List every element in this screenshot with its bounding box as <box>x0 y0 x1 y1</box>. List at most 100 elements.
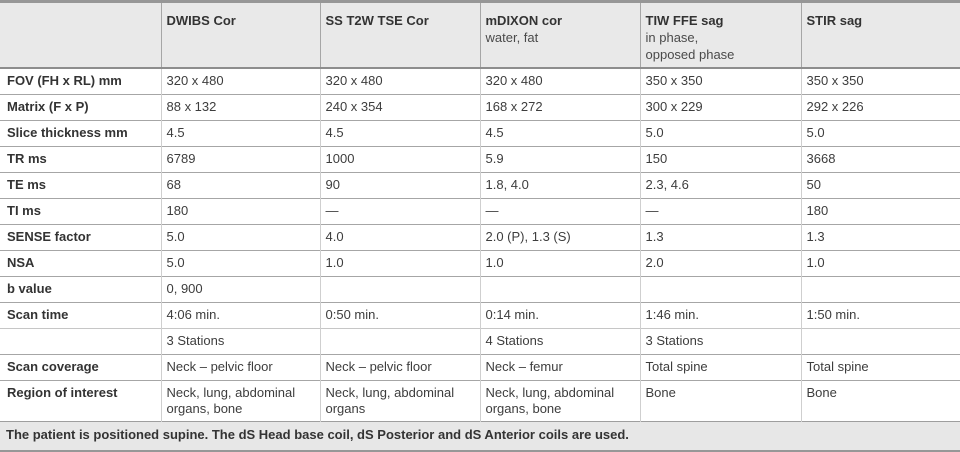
column-title: mDIXON cor <box>485 13 563 28</box>
column-subtitle: in phase, opposed phase <box>645 30 735 62</box>
cell: Neck – femur <box>479 353 640 380</box>
cell: 350 x 350 <box>639 68 801 94</box>
cell: — <box>639 197 801 224</box>
cell: Total spine <box>800 353 960 380</box>
table-row: b value 0, 900 <box>0 275 960 302</box>
cell: — <box>479 197 640 224</box>
cell: 0:50 min. <box>319 301 480 328</box>
row-label <box>0 327 161 354</box>
cell: 68 <box>160 171 320 198</box>
table-header: DWIBS Cor SS T2W TSE Cor mDIXON cor water, … <box>0 0 960 69</box>
cell: 350 x 350 <box>800 68 960 94</box>
cell: Bone <box>639 379 801 421</box>
cell: 3668 <box>800 145 960 172</box>
cell: 3 Stations <box>160 327 320 354</box>
table-row: 3 Stations 4 Stations 3 Stations <box>0 327 960 354</box>
cell: 180 <box>160 197 320 224</box>
cell <box>800 275 960 302</box>
cell: 1.8, 4.0 <box>479 171 640 198</box>
cell: 90 <box>319 171 480 198</box>
row-label: Scan time <box>0 301 161 328</box>
cell: 50 <box>800 171 960 198</box>
table-row: FOV (FH x RL) mm 320 x 480 320 x 480 320 x … <box>0 68 960 94</box>
cell: 4.5 <box>319 119 480 146</box>
cell: 1:50 min. <box>800 301 960 328</box>
cell: 1000 <box>319 145 480 172</box>
table-row: Slice thickness mm 4.5 4.5 4.5 5.0 5.0 <box>0 119 960 146</box>
table-row: NSA 5.0 1.0 1.0 2.0 1.0 <box>0 249 960 276</box>
column-header: mDIXON cor water, fat <box>479 0 640 69</box>
cell: 1.3 <box>800 223 960 250</box>
cell: 2.0 <box>639 249 801 276</box>
cell: 2.3, 4.6 <box>639 171 801 198</box>
cell: 5.0 <box>160 223 320 250</box>
cell: 0, 900 <box>160 275 320 302</box>
footnote-row: The patient is positioned supine. The dS… <box>0 420 960 452</box>
cell: 6789 <box>160 145 320 172</box>
header-row: DWIBS Cor SS T2W TSE Cor mDIXON cor water, … <box>0 0 960 69</box>
row-label: Matrix (F x P) <box>0 93 161 120</box>
column-title: DWIBS Cor <box>166 13 236 28</box>
cell: 320 x 480 <box>160 68 320 94</box>
table-row: SENSE factor 5.0 4.0 2.0 (P), 1.3 (S) 1.3 1.3 <box>0 223 960 250</box>
row-label: Region of interest <box>0 379 161 421</box>
cell: Neck, lung, abdominal organs <box>319 379 480 421</box>
column-title: SS T2W TSE Cor <box>325 13 429 28</box>
cell <box>479 275 640 302</box>
table-row: Region of interest Neck, lung, abdominal … <box>0 379 960 421</box>
cell: 1.0 <box>319 249 480 276</box>
table-footer: The patient is positioned supine. The dS… <box>0 420 960 452</box>
cell: 5.0 <box>639 119 801 146</box>
cell: 300 x 229 <box>639 93 801 120</box>
cell: 1.0 <box>479 249 640 276</box>
cell: 88 x 132 <box>160 93 320 120</box>
column-header: DWIBS Cor <box>160 0 320 69</box>
table-row: TR ms 6789 1000 5.9 150 3668 <box>0 145 960 172</box>
row-label: TI ms <box>0 197 161 224</box>
cell: 320 x 480 <box>319 68 480 94</box>
column-header: STIR sag <box>800 0 960 69</box>
cell: 1.0 <box>800 249 960 276</box>
row-label: FOV (FH x RL) mm <box>7 73 122 88</box>
cell: 4 Stations <box>479 327 640 354</box>
cell: 292 x 226 <box>800 93 960 120</box>
row-label: TE ms <box>0 171 161 198</box>
cell: 4.0 <box>319 223 480 250</box>
cell: 5.0 <box>160 249 320 276</box>
column-title: STIR sag <box>806 13 863 28</box>
cell: 5.0 <box>800 119 960 146</box>
cell: 150 <box>639 145 801 172</box>
cell: Neck – pelvic floor <box>160 353 320 380</box>
table-row: Matrix (F x P) 88 x 132 240 x 354 168 x 272… <box>0 93 960 120</box>
row-label: NSA <box>0 249 161 276</box>
cell <box>639 275 801 302</box>
row-label: Scan coverage <box>0 353 161 380</box>
cell: 4.5 <box>160 119 320 146</box>
cell <box>319 327 480 354</box>
table-footnote: The patient is positioned supine. The dS… <box>0 420 960 452</box>
cell: Total spine <box>639 353 801 380</box>
table-row: TI ms 180— — —180 <box>0 197 960 224</box>
cell: 180 <box>800 197 960 224</box>
row-label: b value <box>0 275 161 302</box>
table-body: FOV (FH x RL) mm 320 x 480 320 x 480 320 x … <box>0 68 960 421</box>
cell: 2.0 (P), 1.3 (S) <box>479 223 640 250</box>
column-subtitle: water, fat <box>485 30 539 45</box>
cell <box>319 275 480 302</box>
cell <box>800 327 960 354</box>
column-header: TIW FFE sag in phase, opposed phase <box>639 0 801 69</box>
table-row: TE ms 68 90 1.8, 4.0 2.3, 4.6 50 <box>0 171 960 198</box>
row-label: Slice thickness mm <box>0 119 161 146</box>
table-row: Scan coverage Neck – pelvic floor Neck – p… <box>0 353 960 380</box>
cell: 320 x 480 <box>479 68 640 94</box>
cell: 168 x 272 <box>479 93 640 120</box>
row-label: SENSE factor <box>0 223 161 250</box>
cell: Neck, lung, abdominal organs, bone <box>479 379 640 421</box>
cell: 5.9 <box>479 145 640 172</box>
cell: — <box>319 197 480 224</box>
column-header <box>0 0 161 69</box>
column-title: TIW FFE sag <box>645 13 724 28</box>
cell: 4:06 min. <box>160 301 320 328</box>
cell: 0:14 min. <box>479 301 640 328</box>
table-row: Scan time 4:06 min. 0:50 min. 0:14 min. 1:46… <box>0 301 960 328</box>
